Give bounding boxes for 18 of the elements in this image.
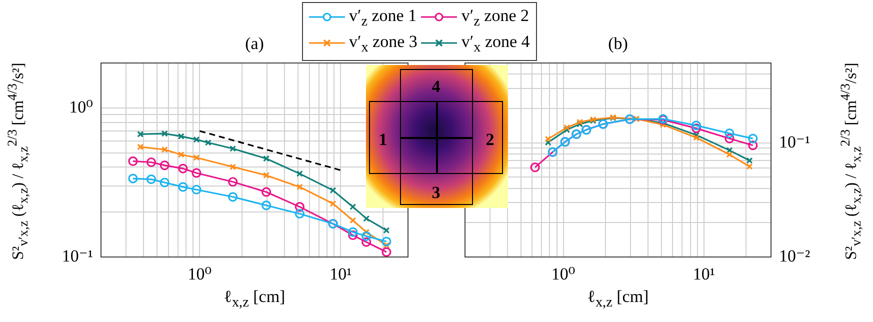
legend-label: v′$_{x}$ zone 4 [461, 32, 530, 56]
chart-title: (b) [607, 34, 629, 54]
legend-label: v′$_{z}$ zone 1 [349, 6, 417, 30]
y-tick-label: 10⁻¹ [779, 132, 810, 152]
x-axis-title: ℓ$_{x,z}$ [cm] [222, 287, 286, 312]
heat-image: 1 2 3 4 [366, 65, 508, 208]
y-tick-label: 10⁻² [779, 246, 810, 266]
x-tick-label: 10⁰ [551, 264, 576, 284]
chart-title: (a) [244, 34, 265, 54]
annotation: 1 [378, 130, 388, 150]
x-axis-title: ℓ$_{x,z}$ [cm] [586, 287, 650, 312]
x-tick-label: 10¹ [692, 264, 715, 284]
x-tick-label: 10⁰ [188, 264, 212, 284]
legend-label: v′$_{z}$ zone 2 [461, 6, 529, 30]
legend-label: v′$_{x}$ zone 3 [349, 32, 418, 56]
x-tick-label: 10¹ [330, 264, 352, 284]
y-tick-label: 10⁻¹ [62, 246, 93, 266]
annotation: 2 [484, 130, 496, 150]
